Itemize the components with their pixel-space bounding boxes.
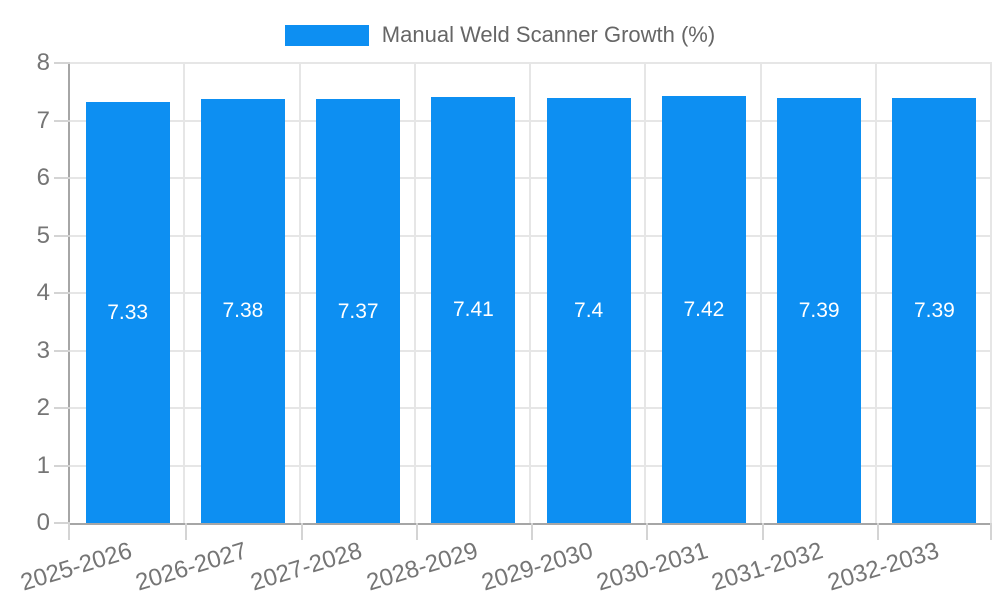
x-grid-line xyxy=(759,63,762,523)
x-grid-line xyxy=(990,63,992,523)
y-axis-label: 3 xyxy=(36,336,50,364)
y-grid-line xyxy=(70,234,992,237)
bar[interactable]: 7.39 xyxy=(777,98,862,523)
bar[interactable]: 7.38 xyxy=(200,98,285,523)
y-axis-label: 4 xyxy=(36,279,50,306)
y-axis-label: 5 xyxy=(36,221,50,249)
y-tick xyxy=(54,349,70,352)
bar[interactable]: 7.42 xyxy=(661,96,746,523)
x-grid-line xyxy=(413,63,416,523)
y-axis-label: 2 xyxy=(36,394,50,421)
x-tick xyxy=(185,523,188,540)
legend-label: Manual Weld Scanner Growth (%) xyxy=(381,22,716,47)
legend: Manual Weld Scanner Growth (%) xyxy=(0,22,1000,48)
y-axis-label: 8 xyxy=(36,49,50,76)
x-tick xyxy=(300,523,303,540)
y-grid-line xyxy=(70,177,992,179)
y-grid-line xyxy=(70,119,992,122)
x-axis-label: 2029-2030 xyxy=(478,537,596,597)
x-axis-label: 2026-2027 xyxy=(132,537,251,597)
bar-value-label: 7.4 xyxy=(574,298,604,322)
x-tick xyxy=(876,523,879,540)
y-grid-line xyxy=(70,349,992,352)
x-grid-line xyxy=(644,63,647,523)
y-axis-label: 1 xyxy=(36,451,50,479)
bar-value-label: 7.39 xyxy=(913,299,955,323)
x-tick xyxy=(646,523,649,540)
y-tick xyxy=(54,62,70,64)
y-grid-line xyxy=(70,464,992,467)
x-tick xyxy=(990,523,992,540)
y-tick xyxy=(54,464,70,467)
y-tick xyxy=(54,177,70,179)
x-axis-label: 2030-2031 xyxy=(593,537,712,597)
y-tick xyxy=(54,292,70,294)
x-axis-label: 2028-2029 xyxy=(363,537,481,597)
x-axis-label: 2032-2033 xyxy=(824,537,942,597)
y-axis-label: 6 xyxy=(36,164,50,191)
bar[interactable]: 7.4 xyxy=(546,97,631,523)
y-grid-line xyxy=(70,292,992,294)
y-axis-label: 7 xyxy=(36,106,50,134)
y-axis-label: 0 xyxy=(36,509,50,536)
y-tick xyxy=(54,119,70,122)
x-axis-label: 2027-2028 xyxy=(247,537,366,597)
x-grid-line xyxy=(529,63,531,523)
bar-value-label: 7.37 xyxy=(337,299,379,323)
y-grid-line xyxy=(70,407,992,409)
x-axis-label: 2031-2032 xyxy=(708,537,827,597)
y-tick xyxy=(54,234,70,237)
y-tick xyxy=(54,407,70,409)
x-grid-line xyxy=(298,63,301,523)
x-grid-line xyxy=(874,63,877,523)
bar-value-label: 7.38 xyxy=(222,299,264,323)
bar-value-label: 7.41 xyxy=(452,298,494,322)
legend-swatch-icon xyxy=(284,24,369,46)
bar-value-label: 7.33 xyxy=(107,300,149,324)
x-tick xyxy=(531,523,533,540)
bar[interactable]: 7.41 xyxy=(431,96,516,523)
bar[interactable]: 7.33 xyxy=(85,101,170,523)
y-grid-line xyxy=(70,62,992,64)
bar-value-label: 7.42 xyxy=(683,298,725,322)
bar[interactable]: 7.37 xyxy=(316,99,401,523)
x-tick xyxy=(68,523,70,540)
x-grid-line xyxy=(183,63,186,523)
legend-item[interactable]: Manual Weld Scanner Growth (%) xyxy=(284,22,716,48)
bar-value-label: 7.39 xyxy=(798,299,840,323)
x-tick xyxy=(415,523,418,540)
bar[interactable]: 7.39 xyxy=(892,98,977,523)
x-tick xyxy=(761,523,764,540)
x-axis-label: 2025-2026 xyxy=(17,537,135,597)
plot-area: 0 1 2 3 4 5 6 7 8 7.33 2025-2026 7.38 2026-2027 7.37 2… xyxy=(17,51,992,596)
y-tick xyxy=(54,522,70,524)
